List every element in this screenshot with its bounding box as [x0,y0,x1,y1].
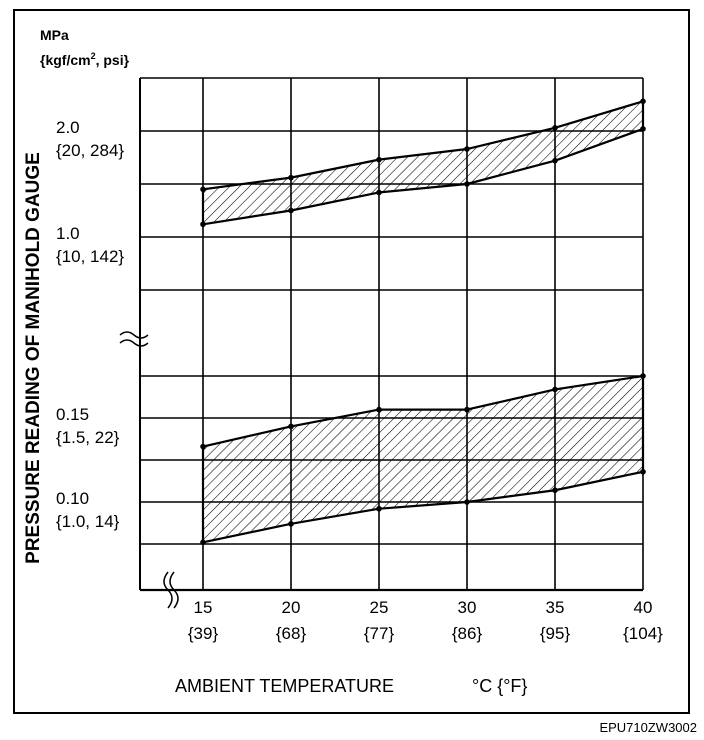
data-point [376,189,382,196]
low-pressure-band [201,374,645,544]
x-tick-label-f: {68} [276,624,307,643]
x-tick-label-f: {77} [364,624,395,643]
x-tick-label-f: {104} [623,624,663,643]
data-point [464,181,470,187]
data-point [200,539,206,546]
ticks: 15 {39} 20 {68} 25 {77} 30 {86} 35 {95} 40 {104} 2.0… [56,118,663,643]
data-point [464,499,470,505]
data-point [640,98,646,105]
data-point [288,174,294,181]
data-point [288,423,294,430]
y-tick-label-mpa: 0.10 [56,489,89,508]
bands [200,98,646,546]
y-tick-label-alt: {10, 142} [56,247,124,266]
data-point [640,373,646,379]
high-pressure-band [201,100,645,226]
x-tick-label-f: {86} [452,624,483,643]
data-point [640,468,646,475]
data-point [376,406,382,413]
y-axis-title: PRESSURE READING OF MANIHOLD GAUGE [23,152,44,564]
x-tick-label-c: 25 [370,598,389,617]
data-point [640,126,646,132]
data-point [200,443,206,450]
x-axis-unit: °C {°F} [472,676,527,696]
y-tick-label-mpa: 1.0 [56,224,80,243]
y-tick-label-alt: {20, 284} [56,141,124,160]
data-point [376,505,382,512]
x-tick-label-c: 30 [458,598,477,617]
x-tick-label-c: 15 [194,598,213,617]
data-point [288,207,294,214]
y-tick-label-alt: {1.0, 14} [56,512,120,531]
y-unit-alt: {kgf/cm2, psi} [40,51,130,68]
data-point [552,386,558,393]
x-tick-label-f: {95} [540,624,571,643]
data-point [464,146,470,152]
x-axis-title: AMBIENT TEMPERATURE [175,676,394,696]
data-point [200,221,206,228]
data-point [464,406,470,413]
data-point [200,186,206,193]
data-point [376,156,382,163]
figure-code: EPU710ZW3002 [599,720,697,735]
y-tick-label-mpa: 0.15 [56,405,89,424]
data-point [552,487,558,494]
y-tick-label-mpa: 2.0 [56,118,80,137]
x-tick-label-c: 20 [282,598,301,617]
x-axis-break-symbol [163,571,179,609]
x-tick-label-c: 40 [634,598,653,617]
x-tick-label-c: 35 [546,598,565,617]
outer-frame [13,9,690,714]
data-point [552,125,558,131]
y-tick-label-alt: {1.5, 22} [56,428,120,447]
data-point [552,157,558,164]
y-unit-mpa: MPa [40,27,69,43]
axis-break-symbol [119,331,149,347]
x-tick-label-f: {39} [188,624,219,643]
data-point [288,521,294,527]
